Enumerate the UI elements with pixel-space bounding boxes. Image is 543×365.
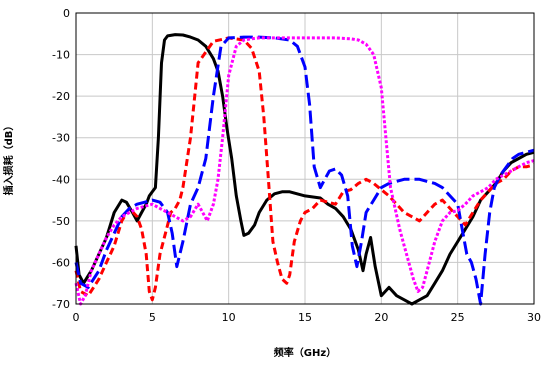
- series-group: [74, 33, 535, 306]
- y-tick-label: -40: [52, 173, 70, 186]
- series-line-3: [74, 35, 535, 306]
- x-tick-label: 5: [149, 311, 156, 324]
- y-tick-label: -30: [52, 132, 70, 145]
- y-tick-label: -20: [52, 90, 70, 103]
- x-tick-label: 20: [374, 311, 388, 324]
- y-tick-label: 0: [63, 7, 70, 20]
- grid: [76, 13, 534, 304]
- x-tick-label: 25: [451, 311, 465, 324]
- y-axis-label: 插入损耗（dB）: [2, 121, 15, 196]
- y-tick-label: -70: [52, 298, 70, 311]
- y-tick-label: -50: [52, 215, 70, 228]
- x-tick-label: 15: [298, 311, 312, 324]
- x-tick-label: 0: [73, 311, 80, 324]
- x-tick-label: 10: [222, 311, 236, 324]
- y-tick-label: -10: [52, 49, 70, 62]
- x-tick-label: 30: [527, 311, 541, 324]
- x-tick-labels: 0 5 10 15 20 25 30: [73, 311, 542, 324]
- x-axis-label: 频率（GHz）: [274, 346, 336, 359]
- series-line-2: [74, 36, 535, 302]
- y-tick-labels: 0 -10 -20 -30 -40 -50 -60 -70: [52, 7, 70, 311]
- y-tick-label: -60: [52, 256, 70, 269]
- series-line-4: [74, 36, 535, 306]
- plot-frame: [75, 12, 535, 305]
